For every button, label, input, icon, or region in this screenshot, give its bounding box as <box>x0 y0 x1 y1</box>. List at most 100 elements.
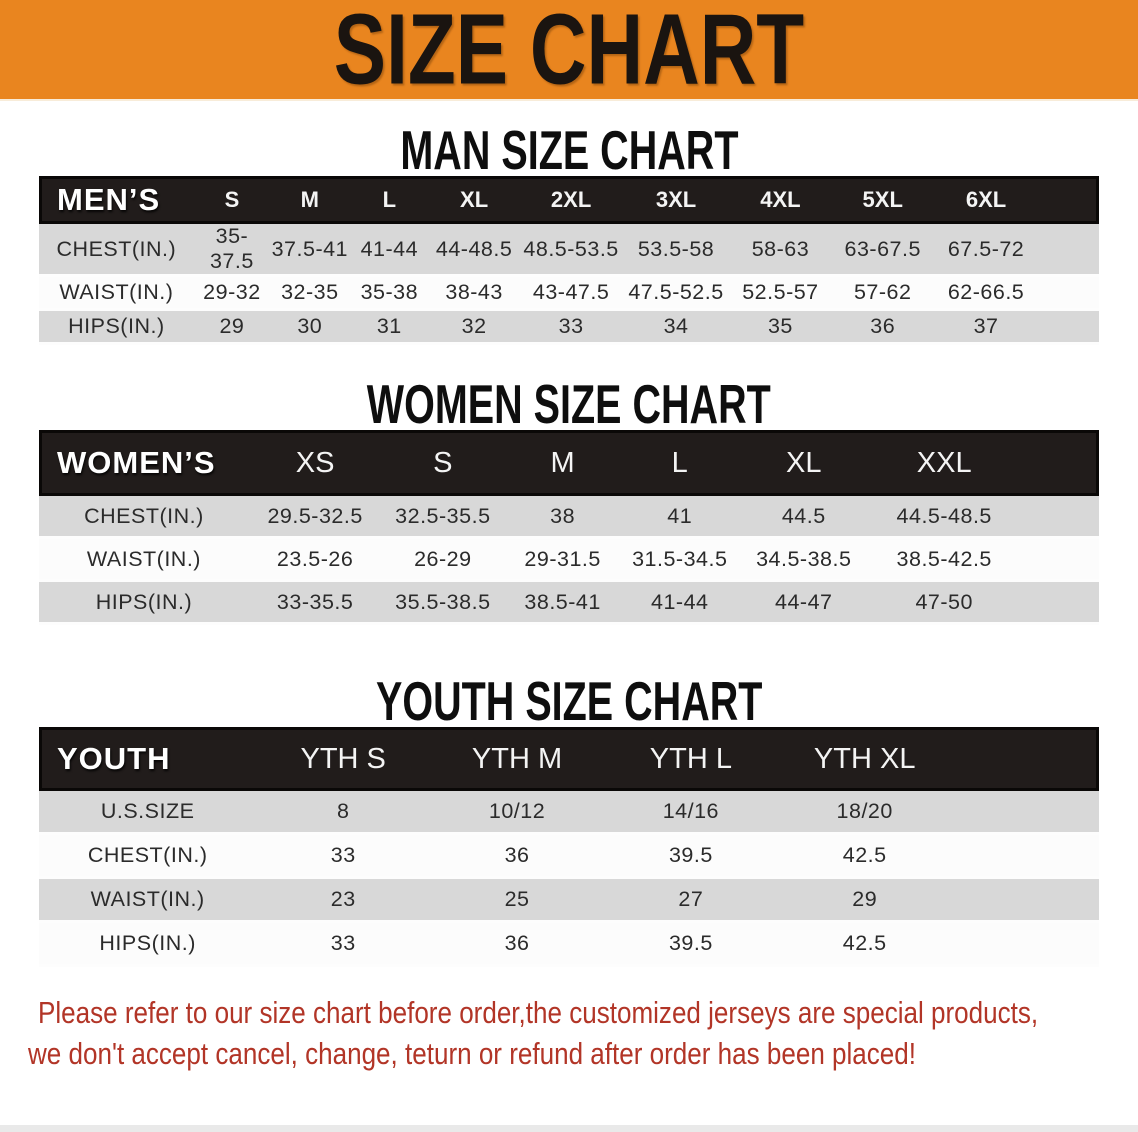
data-cell: 36 <box>430 923 604 967</box>
data-cell: 44-48.5 <box>429 224 520 277</box>
row-label: CHEST(IN.) <box>39 835 257 879</box>
row-spacer <box>951 879 1099 923</box>
data-cell: 48.5-53.5 <box>519 224 624 277</box>
table-row: WAIST(IN.) 23 25 27 29 <box>39 879 1099 923</box>
row-spacer <box>1019 496 1099 539</box>
row-spacer <box>951 923 1099 967</box>
women-table-label: WOMEN’S <box>39 430 249 496</box>
women-section-heading: WOMEN SIZE CHART <box>0 377 1138 432</box>
size-header-cell: 3XL <box>623 176 730 224</box>
row-spacer <box>951 791 1099 835</box>
data-cell: 31 <box>349 311 430 345</box>
size-header-cell: XL <box>738 430 869 496</box>
table-row: CHEST(IN.) 33 36 39.5 42.5 <box>39 835 1099 879</box>
data-cell: 29-32 <box>193 277 271 311</box>
data-cell: 57-62 <box>831 277 934 311</box>
disclaimer-note: Please refer to our size chart before or… <box>0 992 1138 1074</box>
page-title: SIZE CHART <box>333 0 805 106</box>
data-cell: 32.5-35.5 <box>381 496 505 539</box>
womens-size-table: WOMEN’S XS S M L XL XXL CHEST(IN.) 29.5-32.5 32.5… <box>39 430 1099 625</box>
data-cell: 37 <box>933 311 1039 345</box>
row-spacer <box>1038 277 1099 311</box>
row-label: WAIST(IN.) <box>39 277 194 311</box>
header-spacer <box>951 727 1099 791</box>
data-cell: 29.5-32.5 <box>248 496 382 539</box>
data-cell: 47.5-52.5 <box>623 277 730 311</box>
man-section-heading: MAN SIZE CHART <box>0 120 1138 182</box>
size-header-row: WOMEN’S XS S M L XL XXL <box>39 430 1099 496</box>
size-header-cell: YTH XL <box>777 727 952 791</box>
bottom-edge-strip <box>0 1125 1138 1132</box>
data-cell: 23.5-26 <box>248 539 382 582</box>
data-cell: 44.5-48.5 <box>868 496 1020 539</box>
row-spacer <box>1019 582 1099 625</box>
data-cell: 33 <box>519 311 624 345</box>
youth-heading-text: YOUTH SIZE CHART <box>375 671 763 733</box>
size-header-cell: 2XL <box>519 176 624 224</box>
data-cell: 34 <box>623 311 730 345</box>
data-cell: 25 <box>430 879 604 923</box>
data-cell: 38.5-42.5 <box>868 539 1020 582</box>
table-row: HIPS(IN.) 29 30 31 32 33 34 35 36 37 <box>39 311 1099 345</box>
data-cell: 30 <box>270 311 350 345</box>
row-label: WAIST(IN.) <box>39 879 257 923</box>
data-cell: 32 <box>429 311 520 345</box>
data-cell: 31.5-34.5 <box>620 539 739 582</box>
size-header-row: YOUTH YTH S YTH M YTH L YTH XL <box>39 727 1099 791</box>
row-label: HIPS(IN.) <box>39 582 249 625</box>
size-header-cell: YTH M <box>430 727 604 791</box>
size-header-cell: YTH L <box>603 727 778 791</box>
data-cell: 41-44 <box>349 224 430 277</box>
row-spacer <box>1038 224 1099 277</box>
size-header-cell: L <box>349 176 430 224</box>
data-cell: 34.5-38.5 <box>738 539 869 582</box>
row-label: U.S.SIZE <box>39 791 257 835</box>
data-cell: 58-63 <box>729 224 832 277</box>
size-header-cell: M <box>270 176 350 224</box>
header-spacer <box>1019 430 1099 496</box>
size-header-cell: 4XL <box>729 176 832 224</box>
table-row: HIPS(IN.) 33-35.5 35.5-38.5 38.5-41 41-44 44-… <box>39 582 1099 625</box>
man-heading-text: MAN SIZE CHART <box>399 120 739 182</box>
data-cell: 29 <box>193 311 271 345</box>
table-row: WAIST(IN.) 29-32 32-35 35-38 38-43 43-47.5 47.… <box>39 277 1099 311</box>
size-header-cell: S <box>193 176 271 224</box>
size-header-cell: 6XL <box>933 176 1039 224</box>
data-cell: 38.5-41 <box>504 582 621 625</box>
row-label: CHEST(IN.) <box>39 496 249 539</box>
data-cell: 10/12 <box>430 791 604 835</box>
data-cell: 29-31.5 <box>504 539 621 582</box>
data-cell: 42.5 <box>777 835 952 879</box>
table-row: HIPS(IN.) 33 36 39.5 42.5 <box>39 923 1099 967</box>
data-cell: 35 <box>729 311 832 345</box>
data-cell: 35-38 <box>349 277 430 311</box>
size-header-cell: M <box>504 430 621 496</box>
data-cell: 39.5 <box>603 835 778 879</box>
data-cell: 43-47.5 <box>519 277 624 311</box>
data-cell: 62-66.5 <box>933 277 1039 311</box>
data-cell: 29 <box>777 879 952 923</box>
data-cell: 53.5-58 <box>623 224 730 277</box>
disclaimer-line-1: Please refer to our size chart before or… <box>38 995 1039 1030</box>
data-cell: 41-44 <box>620 582 739 625</box>
data-cell: 67.5-72 <box>933 224 1039 277</box>
data-cell: 44.5 <box>738 496 869 539</box>
row-label: HIPS(IN.) <box>39 311 194 345</box>
table-row: WAIST(IN.) 23.5-26 26-29 29-31.5 31.5-34.5 34… <box>39 539 1099 582</box>
size-header-cell: XXL <box>868 430 1020 496</box>
data-cell: 33-35.5 <box>248 582 382 625</box>
data-cell: 32-35 <box>270 277 350 311</box>
size-header-cell: 5XL <box>831 176 934 224</box>
row-label: WAIST(IN.) <box>39 539 249 582</box>
youth-size-table: YOUTH YTH S YTH M YTH L YTH XL U.S.SIZE 8 10/12… <box>39 727 1099 967</box>
row-label: HIPS(IN.) <box>39 923 257 967</box>
data-cell: 63-67.5 <box>831 224 934 277</box>
row-spacer <box>1038 311 1099 345</box>
mens-size-table: MEN’S S M L XL 2XL 3XL 4XL 5XL 6XL CHEST(IN.) 35-37… <box>39 176 1099 345</box>
data-cell: 41 <box>620 496 739 539</box>
row-spacer <box>951 835 1099 879</box>
data-cell: 39.5 <box>603 923 778 967</box>
data-cell: 47-50 <box>868 582 1020 625</box>
header-spacer <box>1038 176 1099 224</box>
data-cell: 36 <box>430 835 604 879</box>
